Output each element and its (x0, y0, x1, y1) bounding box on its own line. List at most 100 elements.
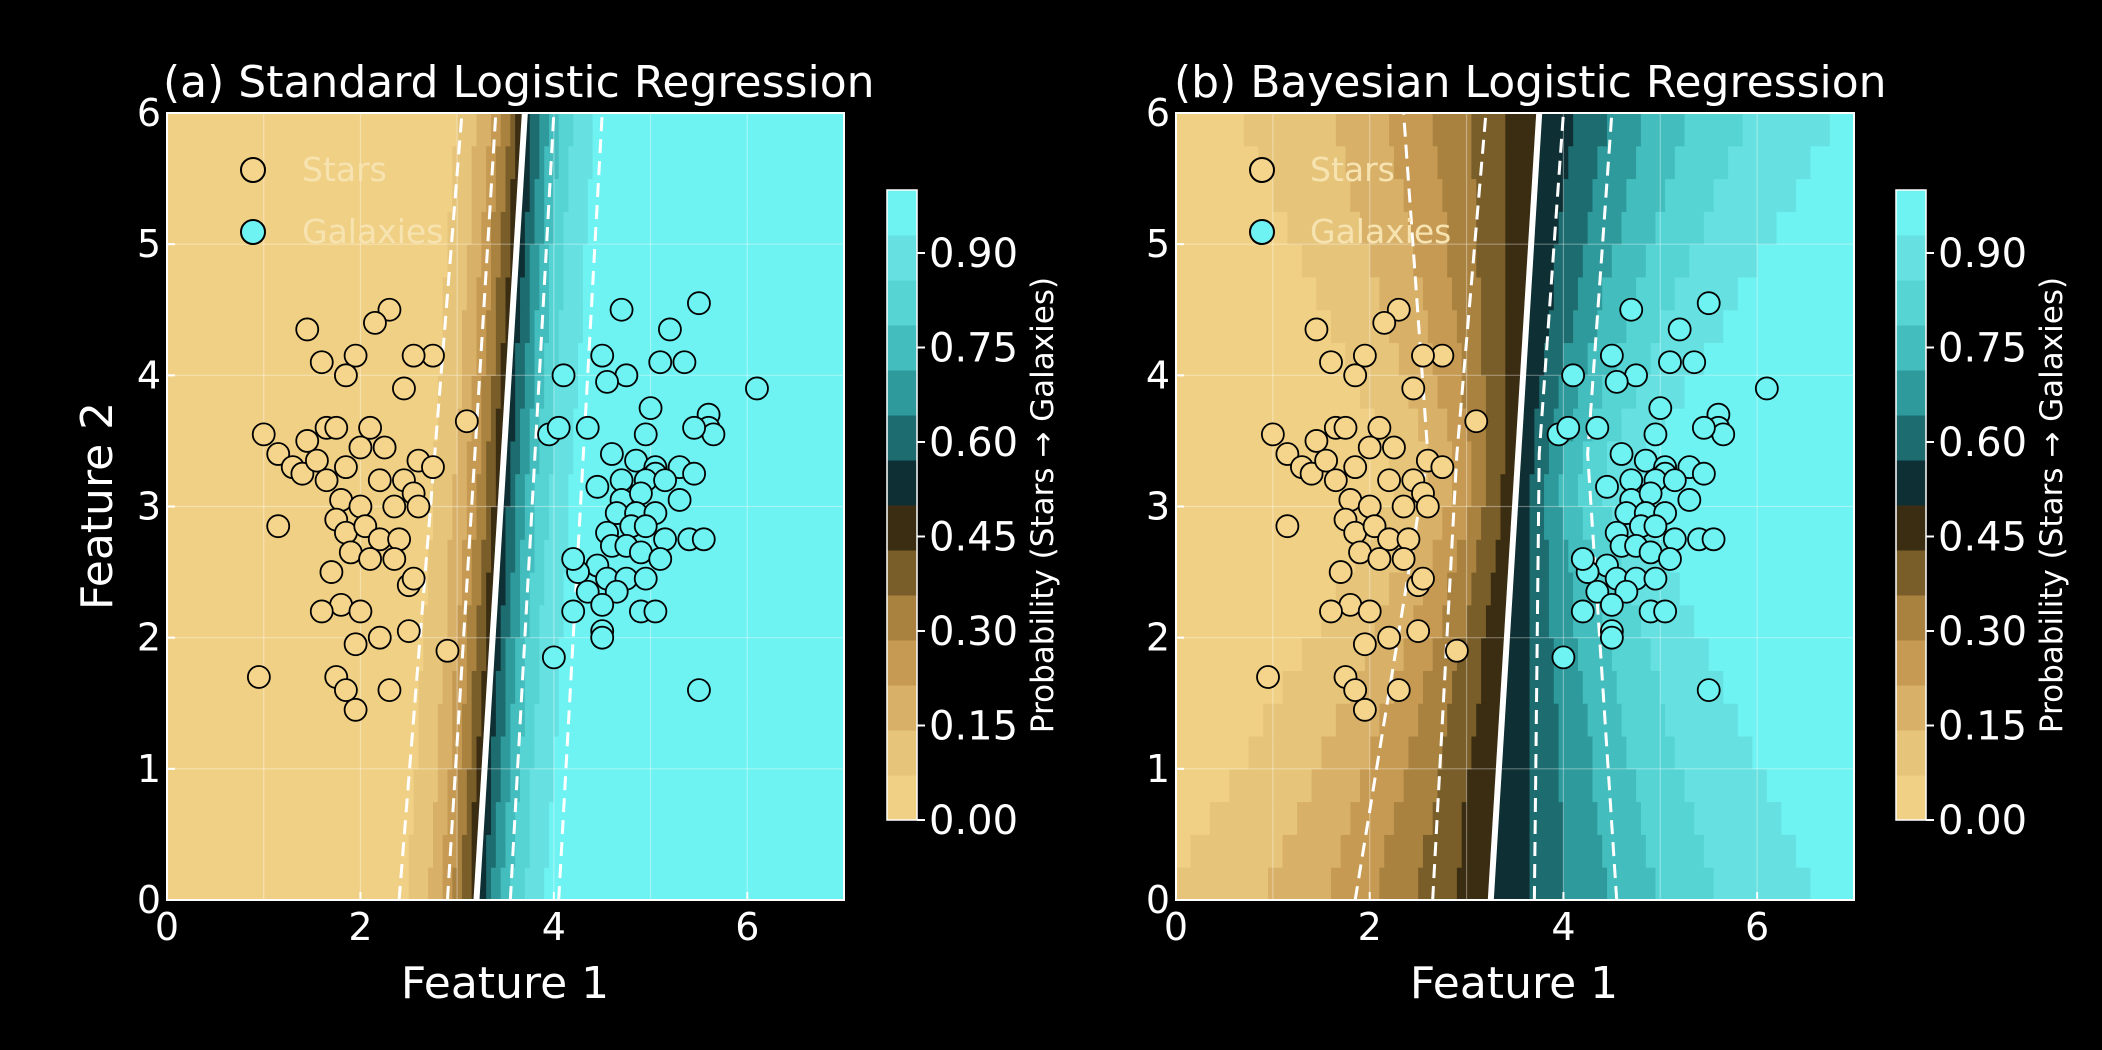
colorbar-segment (1896, 280, 1926, 326)
probability-cell (500, 243, 511, 278)
probability-cell (437, 374, 463, 409)
probability-cell (167, 735, 420, 770)
probability-cell (524, 243, 531, 278)
star-point (435, 638, 460, 663)
probability-cell (167, 669, 420, 704)
probability-cell (505, 833, 516, 868)
probability-cell (505, 276, 516, 311)
star-point (246, 665, 271, 689)
x-tick-label: 0 (1164, 905, 1188, 949)
probability-cell (1645, 243, 1690, 278)
probability-cell (1403, 768, 1439, 803)
probability-cell (437, 768, 449, 803)
colorbar-segment (1896, 325, 1926, 371)
probability-cell (1495, 538, 1511, 573)
probability-cell (1176, 276, 1318, 311)
probability-cell (1456, 866, 1492, 900)
star-point (334, 678, 358, 703)
probability-cell (466, 243, 482, 278)
probability-cell (524, 210, 536, 245)
galaxy-point (633, 514, 658, 539)
probability-cell (500, 210, 511, 245)
probability-cell (505, 178, 511, 212)
probability-cell (418, 735, 439, 770)
colorbar-segment (1896, 775, 1926, 821)
probability-cell (1176, 866, 1269, 900)
star-point (401, 566, 426, 591)
star-point (1415, 494, 1440, 519)
probability-cell (1321, 735, 1371, 770)
probability-cell (563, 243, 584, 278)
probability-cell (1510, 571, 1531, 606)
probability-cell (486, 735, 492, 770)
probability-cell (534, 702, 560, 737)
probability-cell (1248, 735, 1322, 770)
probability-cell (490, 374, 502, 409)
y-tick-label: 4 (137, 353, 161, 397)
uncertainty-line (1431, 113, 1488, 900)
probability-cell (524, 637, 540, 671)
probability-cell (1345, 145, 1395, 180)
probability-cell (1466, 768, 1497, 803)
decision-boundary-line (1487, 113, 1543, 900)
probability-cell (500, 735, 511, 770)
points-b (1256, 291, 1779, 722)
probability-cell (442, 342, 463, 376)
galaxy-point (1595, 474, 1619, 499)
star-point (309, 350, 334, 375)
probability-cell (510, 473, 516, 507)
probability-cell (592, 113, 844, 147)
galaxy-point (590, 625, 615, 650)
probability-cell (447, 538, 463, 573)
star-point (348, 435, 373, 460)
probability-cell (1413, 243, 1448, 278)
probability-cell (486, 309, 497, 344)
probability-cell (1621, 210, 1657, 245)
panel-b: 0 2 4 6 0 1 2 3 4 5 6 (b) Bayesian Logistic Regres… (1146, 57, 2070, 1009)
star-point (1377, 468, 1401, 493)
probability-cell (466, 604, 478, 639)
colorbar-segment (887, 370, 917, 416)
galaxy-point (745, 376, 769, 401)
probability-cell (1176, 178, 1274, 212)
probability-cell (549, 801, 844, 835)
star-point (401, 343, 426, 368)
galaxy-point (1677, 488, 1702, 512)
star-point (1430, 455, 1455, 480)
probability-cell (515, 407, 521, 442)
probability-cell (1427, 309, 1458, 344)
probability-cell (1471, 571, 1492, 606)
probability-cell (1534, 145, 1569, 180)
probability-cell (1335, 113, 1390, 147)
probability-cell (1616, 669, 1661, 704)
probability-cell (490, 801, 497, 835)
probability-cell (486, 833, 497, 868)
probability-cell (486, 342, 497, 376)
probability-cell (510, 309, 521, 344)
probability-cell (481, 210, 492, 245)
probability-cell (1437, 768, 1468, 803)
probability-cell (563, 210, 589, 245)
star-point (314, 468, 339, 493)
probability-cell (1176, 374, 1361, 409)
legend-marker-stars-b (1249, 157, 1275, 183)
probability-cell (466, 637, 478, 671)
probability-cell (1350, 801, 1395, 835)
probability-cell (1297, 801, 1351, 835)
probability-cell (447, 801, 458, 835)
galaxy-point (682, 415, 706, 440)
decision-boundary-line (473, 113, 528, 900)
probability-cell (1384, 833, 1424, 868)
galaxy-point (638, 396, 663, 421)
probability-cell (505, 637, 516, 671)
probability-cell (1703, 210, 1778, 245)
galaxy-point (609, 297, 634, 322)
probability-cell (1626, 178, 1666, 212)
star-point (1382, 435, 1406, 460)
probability-cell (553, 735, 844, 770)
probability-cell (1766, 768, 1854, 803)
galaxy-point (1570, 547, 1595, 571)
probability-cell (495, 342, 502, 376)
probability-cell (432, 833, 444, 868)
probability-cell (515, 243, 526, 278)
